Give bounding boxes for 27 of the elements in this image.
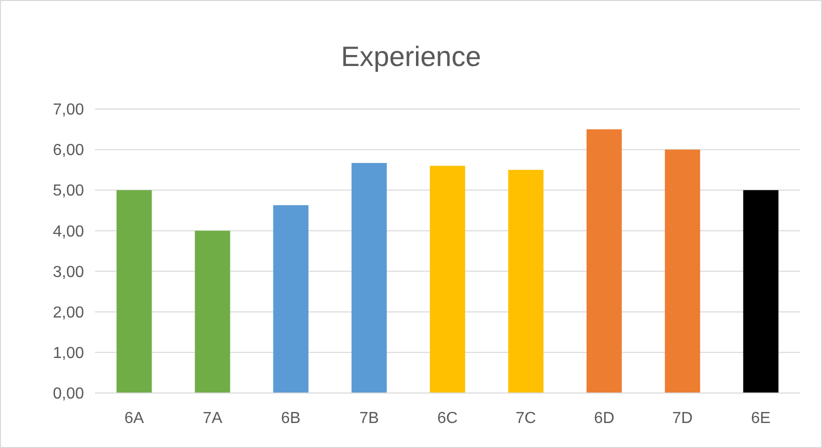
x-tick-label: 7C (516, 410, 536, 427)
x-tick-label: 7D (672, 410, 693, 427)
y-tick-label: 7,00 (52, 102, 84, 119)
y-tick-label: 0,00 (52, 386, 84, 403)
y-tick-label: 5,00 (52, 182, 84, 200)
x-tick-label: 6C (437, 410, 458, 427)
bar (352, 162, 387, 393)
bar (508, 170, 544, 393)
x-tick-label: 6B (281, 410, 301, 427)
y-tick-label: 1,00 (52, 345, 84, 362)
bar (194, 230, 230, 393)
y-tick-label: 4,00 (52, 223, 84, 240)
bar (116, 190, 152, 393)
bar (430, 166, 466, 393)
chart-title: Experience (340, 41, 482, 72)
x-tick-label: 7A (202, 410, 223, 427)
x-tick-label: 6E (751, 410, 771, 427)
x-tick-label: 6A (124, 410, 144, 427)
y-tick-label: 6,00 (52, 142, 84, 160)
bar (273, 205, 308, 393)
y-tick-label: 3,00 (52, 264, 84, 281)
bar (743, 190, 778, 393)
x-tick-label: 6D (594, 410, 614, 427)
bar (586, 129, 622, 393)
y-tick-label: 2,00 (52, 304, 84, 322)
bar (664, 150, 700, 393)
x-tick-label: 7B (359, 410, 379, 427)
